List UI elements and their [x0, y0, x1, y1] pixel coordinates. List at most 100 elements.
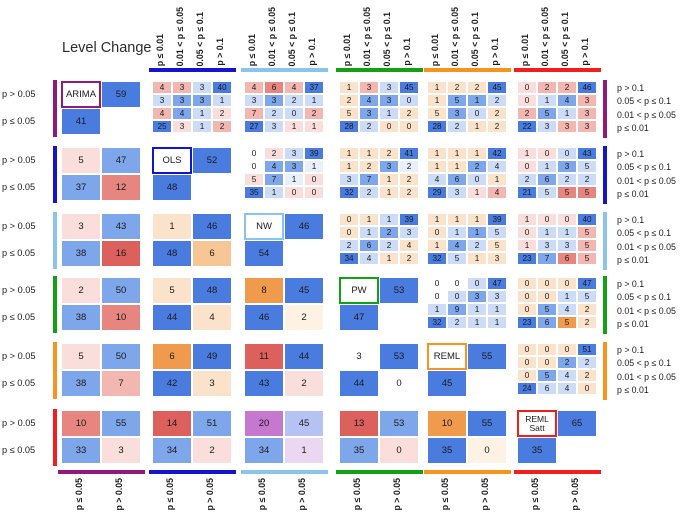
matrix-cell: 6 [537, 173, 557, 186]
matrix-cell: 7 [264, 173, 284, 186]
matrix-cell: 1 [467, 252, 487, 265]
matrix-cell: 4 [447, 239, 467, 252]
matrix-cell: 1 [447, 160, 467, 173]
right-axis-label: 0.01 < p ≤ 0.05 [617, 175, 676, 186]
matrix-cell: 3 [447, 107, 467, 120]
matrix-cell: 46 [192, 213, 232, 240]
matrix-cell: 1 [427, 160, 447, 173]
matrix-cell: 4 [192, 304, 232, 331]
matrix-cell: 16 [101, 240, 141, 267]
matrix-cell: 40 [212, 81, 232, 94]
matrix-cell: 2 [517, 173, 537, 186]
matrix-cell: 1 [359, 147, 379, 160]
matrix-cell: 53 [379, 410, 419, 437]
figure-title: Level Change [62, 40, 152, 56]
method-cell-pw: PW [339, 277, 379, 304]
matrix-cell: 55 [467, 410, 507, 437]
matrix-cell: 44 [152, 304, 192, 331]
matrix-cell: 1 [304, 120, 324, 133]
matrix-cell: 4 [284, 81, 304, 94]
matrix-cell: 28 [427, 120, 447, 133]
matrix-cell: 23 [517, 252, 537, 265]
method-cell-reml: REML [427, 343, 467, 370]
matrix-cell: 35 [339, 437, 379, 464]
top-axis-label: 0.01 < p ≤ 0.05 [362, 6, 372, 66]
matrix-cell: 5 [537, 369, 557, 382]
matrix-cell: 42 [152, 370, 192, 397]
matrix-cell: 5 [577, 160, 597, 173]
matrix-cell: 6 [537, 382, 557, 395]
right-axis-label: p ≤ 0.01 [617, 255, 649, 266]
right-axis-label: 0.05 < p ≤ 0.1 [617, 292, 671, 303]
bottom-axis-label: p ≤ 0.05 [74, 478, 84, 511]
matrix-cell: 1 [264, 186, 284, 199]
matrix-cell: 38 [61, 370, 101, 397]
matrix-cell: 0 [467, 277, 487, 290]
matrix-cell: 3 [264, 120, 284, 133]
matrix-cell: 1 [359, 213, 379, 226]
top-axis-label: p ≤ 0.01 [520, 33, 530, 66]
diagonal-value-cell: 45 [427, 370, 467, 397]
col-underline [149, 68, 236, 72]
matrix-cell: 0 [379, 120, 399, 133]
matrix-cell: 1 [467, 147, 487, 160]
matrix-cell: 0 [284, 186, 304, 199]
right-axis-label: 0.05 < p ≤ 0.1 [617, 96, 671, 107]
matrix-cell: 3 [467, 290, 487, 303]
bottom-axis-label: p > 0.05 [570, 478, 580, 511]
matrix-cell: 21 [517, 186, 537, 199]
matrix-cell: 1 [284, 437, 324, 464]
right-axis-label: 0.01 < p ≤ 0.05 [617, 305, 676, 316]
matrix-cell: 0 [557, 277, 577, 290]
matrix-cell: 1 [517, 213, 537, 226]
matrix-cell: 2 [557, 356, 577, 369]
matrix-cell: 41 [399, 147, 419, 160]
matrix-cell: 0 [517, 356, 537, 369]
matrix-cell: 3 [577, 120, 597, 133]
left-axis-label: p ≤ 0.05 [2, 378, 36, 388]
matrix-cell: 2 [467, 81, 487, 94]
matrix-cell: 0 [379, 437, 419, 464]
top-axis-label: 0.01 < p ≤ 0.05 [540, 6, 550, 66]
matrix-cell: 0 [517, 160, 537, 173]
left-axis-label: p > 0.05 [2, 285, 36, 295]
matrix-cell: 3 [379, 94, 399, 107]
matrix-cell: 5 [537, 303, 557, 316]
matrix-cell: 37 [304, 81, 324, 94]
matrix-cell: 2 [447, 81, 467, 94]
matrix-cell: 49 [192, 343, 232, 370]
matrix-cell: 3 [192, 94, 212, 107]
matrix-cell: 1 [487, 173, 507, 186]
matrix-cell: 0 [447, 277, 467, 290]
matrix-cell: 5 [61, 147, 101, 174]
diagonal-value-cell: 53 [379, 277, 419, 304]
method-name: OLS [162, 154, 182, 166]
matrix-cell: 3 [359, 107, 379, 120]
matrix-cell: 0 [244, 147, 264, 160]
matrix-cell: 2 [212, 120, 232, 133]
matrix-cell: 2 [399, 252, 419, 265]
matrix-cell: 2 [61, 277, 101, 304]
matrix-cell: 43 [577, 147, 597, 160]
matrix-cell: 2 [447, 120, 467, 133]
matrix-cell: 2 [399, 107, 419, 120]
left-axis-label: p ≤ 0.05 [2, 182, 36, 192]
matrix-cell: 0 [284, 107, 304, 120]
matrix-cell: 1 [304, 94, 324, 107]
top-axis-label: 0.05 < p ≤ 0.1 [287, 11, 297, 66]
matrix-cell: 6 [192, 240, 232, 267]
matrix-cell: 3 [557, 160, 577, 173]
matrix-cell: 2 [487, 107, 507, 120]
matrix-cell: 2 [359, 186, 379, 199]
matrix-cell: 3 [101, 437, 141, 464]
matrix-cell: 0 [517, 277, 537, 290]
matrix-cell: 4 [152, 107, 172, 120]
matrix-cell: 5 [577, 252, 597, 265]
matrix-cell: 0 [427, 290, 447, 303]
matrix-cell: 1 [427, 94, 447, 107]
matrix-cell: 1 [284, 120, 304, 133]
diagonal-value-cell: 46 [284, 213, 324, 240]
matrix-cell: 32 [427, 252, 447, 265]
matrix-cell: 2 [192, 437, 232, 464]
